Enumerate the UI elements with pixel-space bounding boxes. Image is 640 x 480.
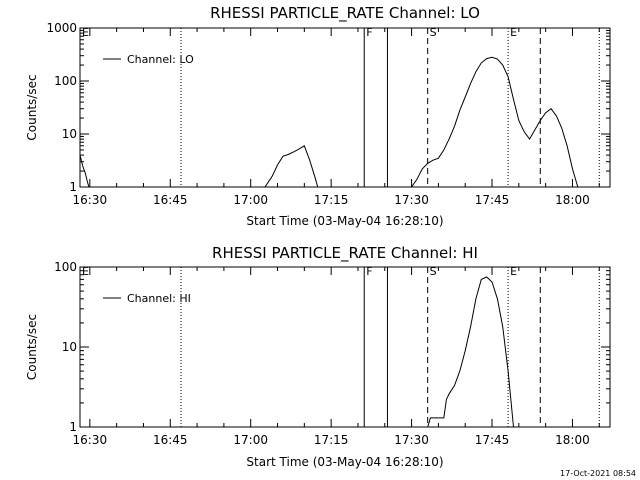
- y-tick-label: 10: [62, 127, 77, 141]
- y-tick-label: 1: [69, 420, 77, 434]
- x-tick-label: 17:45: [475, 433, 510, 447]
- chart-title: RHESSI PARTICLE_RATE Channel: HI: [212, 244, 478, 263]
- y-axis-label: Counts/sec: [25, 74, 39, 140]
- x-tick-label: 17:30: [394, 193, 429, 207]
- y-tick-label: 1: [69, 180, 77, 194]
- event-marker-label: S: [430, 265, 437, 278]
- plot-frame: [79, 266, 611, 428]
- y-axis-label: Counts/sec: [25, 314, 39, 380]
- x-tick-label: 16:45: [153, 193, 188, 207]
- chart-title: RHESSI PARTICLE_RATE Channel: LO: [210, 4, 480, 23]
- y-tick-label: 10: [62, 340, 77, 354]
- series-line: [79, 154, 90, 188]
- x-tick-label: 17:00: [233, 193, 268, 207]
- y-tick-label: 100: [54, 260, 77, 274]
- x-tick-label: 16:30: [73, 433, 108, 447]
- event-marker-label: E: [82, 26, 89, 39]
- plot-frame: [79, 27, 611, 188]
- chart-panel-1: RHESSI PARTICLE_RATE Channel: LO 16:30 16:…: [25, 4, 611, 228]
- series-line: [264, 145, 319, 188]
- series-line: [427, 276, 514, 428]
- chart-panel-2: RHESSI PARTICLE_RATE Channel: HI 16:30 16:…: [25, 244, 611, 469]
- x-tick-label: 16:45: [153, 433, 188, 447]
- event-marker-label: E: [510, 26, 517, 39]
- x-tick-label: 18:00: [555, 433, 590, 447]
- event-marker-label: E: [82, 265, 89, 278]
- timestamp: 17-Oct-2021 08:54: [560, 469, 636, 478]
- x-tick-label: 17:15: [314, 433, 349, 447]
- x-tick-label: 16:30: [73, 193, 108, 207]
- x-tick-label: 17:30: [394, 433, 429, 447]
- x-tick-label: 18:00: [555, 193, 590, 207]
- series-line: [411, 56, 579, 188]
- x-tick-label: 17:00: [233, 433, 268, 447]
- legend-entry: Channel: LO: [127, 53, 194, 66]
- y-tick-label: 100: [54, 74, 77, 88]
- x-axis-label: Start Time (03-May-04 16:28:10): [246, 455, 443, 469]
- x-tick-label: 17:45: [475, 193, 510, 207]
- event-marker-label: E: [510, 265, 517, 278]
- event-marker-label: F: [366, 26, 372, 39]
- x-axis-label: Start Time (03-May-04 16:28:10): [246, 214, 443, 228]
- y-tick-label: 1000: [46, 21, 77, 35]
- event-marker-label: F: [366, 265, 372, 278]
- x-tick-label: 17:15: [314, 193, 349, 207]
- event-marker-label: S: [430, 26, 437, 39]
- legend-entry: Channel: HI: [127, 292, 191, 305]
